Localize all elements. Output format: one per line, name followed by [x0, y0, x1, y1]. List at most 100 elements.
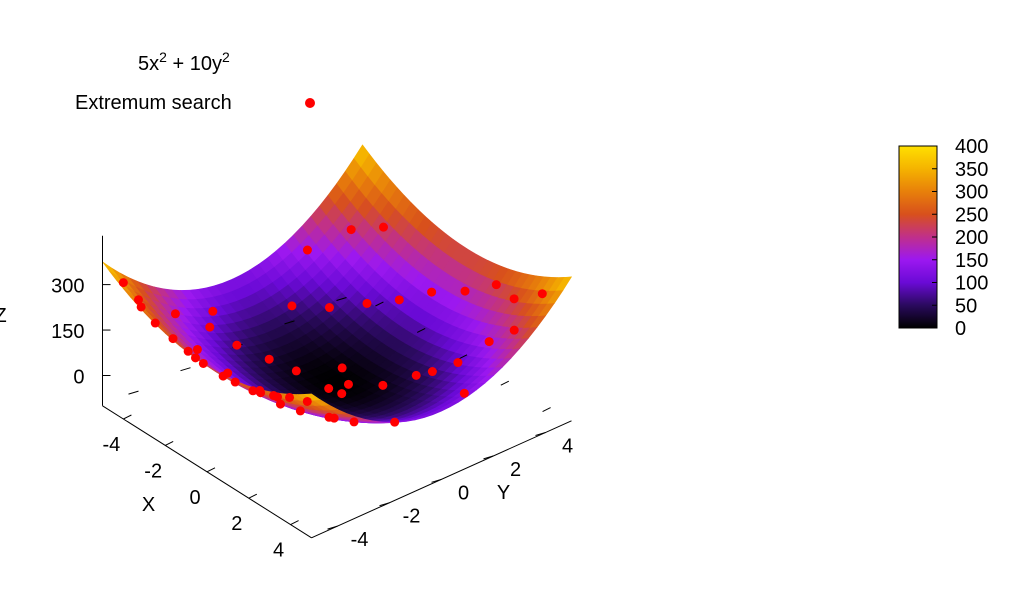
axis-line	[431, 478, 442, 483]
extremum-point	[136, 302, 146, 312]
extremum-point	[324, 384, 334, 394]
surface-patch	[102, 261, 119, 278]
axis-line	[500, 380, 510, 386]
colorbar-tick-label: 400	[955, 136, 988, 158]
axis-line	[379, 502, 390, 507]
y-tick-label: -4	[351, 529, 369, 551]
extremum-point	[223, 368, 233, 378]
extremum-point	[285, 392, 295, 402]
extremum-point	[150, 318, 160, 328]
extremum-point	[190, 353, 200, 363]
extremum-point	[324, 303, 334, 313]
axis-line	[248, 493, 258, 499]
extremum-point	[459, 388, 469, 398]
axis-box	[102, 235, 572, 539]
extremum-point	[509, 325, 519, 335]
x-tick-label: 0	[189, 487, 200, 509]
extremum-point	[205, 322, 215, 332]
colorbar-tick-label: 250	[955, 204, 988, 226]
legend: 5x2 + 10y2 Extremum search	[75, 49, 315, 114]
extremum-point	[287, 301, 297, 311]
extremum-point	[302, 245, 312, 255]
extremum-point	[346, 225, 356, 235]
axis-line	[327, 525, 338, 530]
extremum-point	[349, 417, 359, 427]
z-tick-label: 0	[73, 367, 84, 389]
axis-line	[483, 455, 494, 460]
extremum-points	[118, 222, 547, 427]
legend-points-label: Extremum search	[75, 92, 232, 114]
extremum-point	[118, 278, 128, 288]
y-axis-title: Y	[497, 482, 510, 504]
extremum-point	[427, 287, 437, 297]
colorbar-tick-label: 200	[955, 227, 988, 249]
colorbar-tick-label: 0	[955, 318, 966, 340]
extremum-point	[337, 363, 347, 373]
extremum-point	[133, 295, 143, 305]
axis-line	[128, 390, 139, 395]
axis-line	[164, 440, 174, 446]
colorbar-tick-label: 350	[955, 159, 988, 181]
x-tick-label: 4	[273, 540, 284, 562]
z-tick-label: 300	[51, 276, 84, 298]
axis-line	[180, 367, 191, 372]
legend-point-marker	[305, 98, 315, 108]
x-tick-label: -2	[144, 460, 162, 482]
extremum-point	[337, 389, 347, 399]
extremum-point	[291, 366, 301, 376]
colorbar-tick-label: 50	[955, 295, 977, 317]
extremum-point	[168, 334, 178, 344]
extremum-point	[329, 413, 339, 423]
extremum-point	[411, 370, 421, 380]
colorbar-tick-label: 150	[955, 250, 988, 272]
axis-line	[290, 520, 299, 526]
axis-line	[336, 297, 347, 301]
extremum-point	[208, 306, 218, 316]
extremum-point	[378, 380, 388, 390]
colorbar-gradient	[898, 145, 938, 329]
axis-line	[375, 301, 384, 307]
axis-line	[458, 354, 468, 360]
x-tick-label: 2	[231, 513, 242, 535]
extremum-point	[269, 391, 279, 401]
extremum-point	[295, 406, 305, 416]
y-tick-label: 2	[510, 459, 521, 481]
extremum-point	[275, 399, 285, 409]
extremum-point	[248, 386, 258, 396]
extremum-point	[183, 346, 193, 356]
extremum-point	[460, 286, 470, 296]
axis-line	[542, 407, 551, 413]
legend-surface-label: 5x2 + 10y2	[138, 49, 230, 75]
extremum-point	[491, 280, 501, 290]
colorbar-tick-label: 100	[955, 273, 988, 295]
y-tick-label: 0	[458, 482, 469, 504]
extremum-point	[509, 294, 519, 304]
axis-labels: -4 -2 0 2 4 -4 -2 0 2 4 0 150 300 X Y Z	[0, 276, 573, 562]
surface-plot	[102, 144, 573, 424]
axis-line	[123, 414, 132, 420]
extremum-point	[390, 417, 400, 427]
z-axis-title: Z	[0, 305, 7, 327]
z-tick-label: 150	[51, 321, 84, 343]
extremum-point	[192, 344, 202, 354]
y-tick-label: -2	[403, 506, 421, 528]
extremum-point	[264, 354, 274, 364]
extremum-point	[302, 396, 312, 406]
extremum-point	[427, 367, 437, 377]
extremum-point	[170, 309, 180, 319]
axis-line	[535, 432, 546, 436]
axis-line	[284, 320, 295, 325]
colorbar-tick-label: 300	[955, 182, 988, 204]
extremum-point	[537, 289, 547, 299]
axis-line	[206, 467, 216, 473]
extremum-point	[198, 358, 208, 368]
extremum-point	[453, 358, 463, 368]
extremum-point	[232, 340, 242, 350]
y-tick-label: 4	[562, 436, 573, 458]
axis-line	[416, 327, 426, 333]
extremum-point	[394, 295, 404, 305]
x-tick-label: -4	[103, 434, 121, 456]
extremum-point	[256, 388, 266, 398]
